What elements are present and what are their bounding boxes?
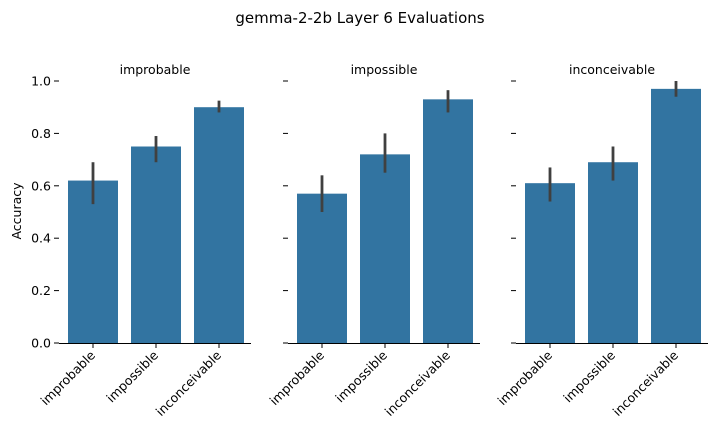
bar-impossible [131,146,181,343]
y-tick-label: 0.8 [31,126,51,141]
y-tick-label: 0.2 [31,283,51,298]
bar-impossible [360,154,410,343]
panel-title: impossible [351,62,418,77]
x-tick-label: improbable [266,347,327,408]
bar-inconceivable [423,99,473,343]
y-tick-label: 0.6 [31,178,51,193]
x-tick-label: improbable [494,347,555,408]
x-tick-label: inconceivable [153,347,225,419]
x-tick-label: improbable [37,347,98,408]
y-tick-label: 1.0 [31,74,51,89]
y-tick-label: 0.0 [31,336,51,351]
x-tick-label: inconceivable [382,347,454,419]
x-tick-label: impossible [560,347,618,405]
bar-impossible [588,162,638,343]
chart-title: gemma-2-2b Layer 6 Evaluations [235,9,484,27]
panel-title: improbable [120,62,191,77]
x-tick-label: impossible [103,347,161,405]
panel-title: inconceivable [569,62,655,77]
x-tick-label: inconceivable [610,347,682,419]
x-tick-label: impossible [332,347,390,405]
y-tick-label: 0.4 [31,231,51,246]
bar-inconceivable [651,88,701,343]
bar-improbable [68,180,118,343]
bar-inconceivable [194,107,244,343]
bar-improbable [525,183,575,343]
y-axis-label: Accuracy [9,182,24,240]
bar-improbable [297,193,347,343]
